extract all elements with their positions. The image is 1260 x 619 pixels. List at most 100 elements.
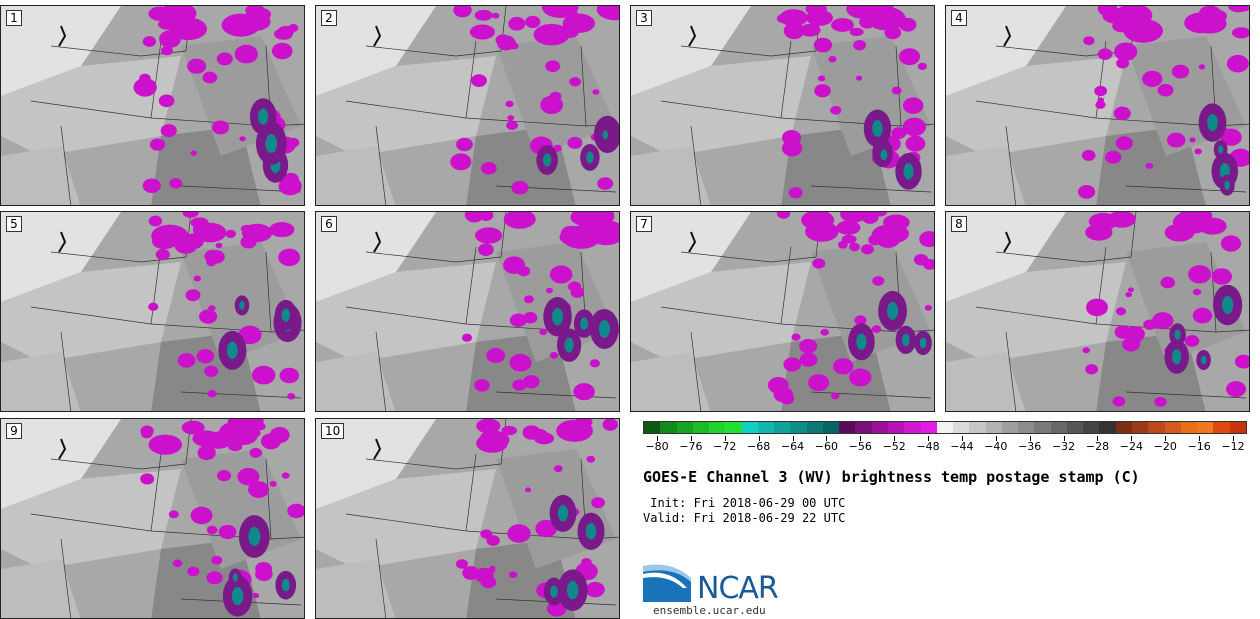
- colorbar-tick-label: −20: [1153, 440, 1177, 453]
- colorbar-segment: [985, 422, 1002, 433]
- colorbar-tick: [961, 436, 963, 441]
- colorbar-tick-label: −68: [747, 440, 771, 453]
- colorbar-tick: [1097, 436, 1099, 441]
- colorbar-segment: [936, 422, 954, 433]
- colorbar-segment: [774, 422, 791, 433]
- site-url[interactable]: ensemble.ucar.edu: [653, 604, 766, 617]
- colorbar-segment: [741, 422, 758, 433]
- colorbar-tick-label: −24: [1119, 440, 1143, 453]
- colorbar-segment: [887, 422, 905, 433]
- forecast-panel: 5: [0, 211, 305, 412]
- colorbar-segment: [806, 422, 823, 433]
- colorbar-segment: [644, 422, 661, 433]
- forecast-panel: 4: [945, 5, 1250, 206]
- forecast-panel: 3: [630, 5, 935, 206]
- colorbar-tick-label: −52: [882, 440, 906, 453]
- colorbar-segment: [725, 422, 742, 433]
- colorbar-tick: [758, 436, 760, 441]
- colorbar-tick-label: −64: [780, 440, 805, 453]
- colorbar-tick: [1233, 436, 1234, 441]
- colorbar-segment: [839, 422, 856, 433]
- colorbar-segment: [1213, 422, 1230, 433]
- colorbar-tick: [826, 436, 828, 441]
- panel-number-label: 7: [636, 216, 652, 232]
- colorbar-segment: [953, 422, 970, 433]
- colorbar-tick-label: −56: [848, 440, 872, 453]
- colorbar-tick: [1029, 436, 1031, 441]
- colorbar-segment: [969, 422, 986, 433]
- colorbar-segment: [1148, 422, 1165, 433]
- panel-number-label: 2: [321, 10, 337, 26]
- init-time: Init: Fri 2018-06-29 00 UTC: [643, 496, 846, 510]
- colorbar-tick-label: −44: [950, 440, 974, 453]
- panel-number-label: 5: [6, 216, 22, 232]
- forecast-panel: 9: [0, 418, 305, 619]
- colorbar-tick: [860, 436, 862, 441]
- colorbar-tick: [792, 436, 794, 441]
- colorbar-tick: [1063, 436, 1065, 441]
- ncar-logo-icon: [643, 564, 691, 602]
- colorbar-tick: [894, 436, 896, 441]
- colorbar-tick-label: −72: [713, 440, 737, 453]
- colorbar-segment: [904, 422, 921, 433]
- colorbar-segment: [692, 422, 710, 433]
- forecast-panel: 2: [315, 5, 620, 206]
- colorbar-segment: [855, 422, 872, 433]
- colorbar-segment: [790, 422, 807, 433]
- colorbar: [643, 421, 1247, 434]
- ncar-logo-text: NCAR: [697, 571, 779, 606]
- forecast-panel: 6: [315, 211, 620, 412]
- colorbar-segment: [822, 422, 840, 433]
- forecast-panel: 10: [315, 418, 620, 619]
- colorbar-tick: [1199, 436, 1201, 441]
- colorbar-segment: [920, 422, 937, 433]
- panel-number-label: 10: [321, 423, 345, 439]
- panel-number-label: 6: [321, 216, 337, 232]
- forecast-panel: 8: [945, 211, 1250, 412]
- colorbar-segment: [1197, 422, 1214, 433]
- colorbar-tick-label: −76: [679, 440, 703, 453]
- panel-number-label: 8: [951, 216, 967, 232]
- colorbar-segment: [1164, 422, 1181, 433]
- colorbar-segment: [1066, 422, 1084, 433]
- panel-number-label: 3: [636, 10, 652, 26]
- colorbar-tick-label: −28: [1085, 440, 1110, 453]
- colorbar-tick: [995, 436, 997, 441]
- colorbar-tick: [657, 436, 658, 441]
- figure-title: GOES-E Channel 3 (WV) brightness temp po…: [643, 468, 1140, 486]
- colorbar-segment: [1131, 422, 1149, 433]
- colorbar-tick-label: −60: [814, 440, 839, 453]
- colorbar-tick: [1131, 436, 1133, 441]
- forecast-panel: 1: [0, 5, 305, 206]
- panel-number-label: 9: [6, 423, 22, 439]
- colorbar-tick: [928, 436, 930, 441]
- colorbar-tick-label: −16: [1187, 440, 1211, 453]
- colorbar-segment: [660, 422, 677, 433]
- valid-time: Valid: Fri 2018-06-29 22 UTC: [643, 511, 846, 525]
- colorbar-tick: [1165, 436, 1167, 441]
- colorbar-tick: [690, 436, 692, 441]
- colorbar-tick-label: −48: [916, 440, 940, 453]
- colorbar-segment: [709, 422, 726, 433]
- colorbar-segment: [757, 422, 775, 433]
- colorbar-tick-label: −12: [1221, 440, 1245, 453]
- colorbar-tick-label: −36: [1018, 440, 1042, 453]
- colorbar-segment: [1099, 422, 1116, 433]
- colorbar-tick-label: −32: [1051, 440, 1076, 453]
- colorbar-segment: [676, 422, 693, 433]
- colorbar-segment: [1180, 422, 1198, 433]
- colorbar-segment: [1001, 422, 1019, 433]
- colorbar-segment: [1034, 422, 1051, 433]
- colorbar-ticks: −80 −76 −72 −68 −64 −60 −56 −52 −48 −44 −40 −36 −32−…: [643, 436, 1247, 456]
- colorbar-segment: [1229, 422, 1246, 433]
- colorbar-segment: [1115, 422, 1132, 433]
- colorbar-segment: [1018, 422, 1035, 433]
- colorbar-segment: [1083, 422, 1100, 433]
- panel-number-label: 1: [6, 10, 22, 26]
- colorbar-segment: [1050, 422, 1067, 433]
- colorbar-segment: [871, 422, 888, 433]
- colorbar-tick-label: −40: [984, 440, 1008, 453]
- colorbar-tick-label: −80: [645, 440, 669, 453]
- panel-number-label: 4: [951, 10, 967, 26]
- colorbar-tick: [724, 436, 726, 441]
